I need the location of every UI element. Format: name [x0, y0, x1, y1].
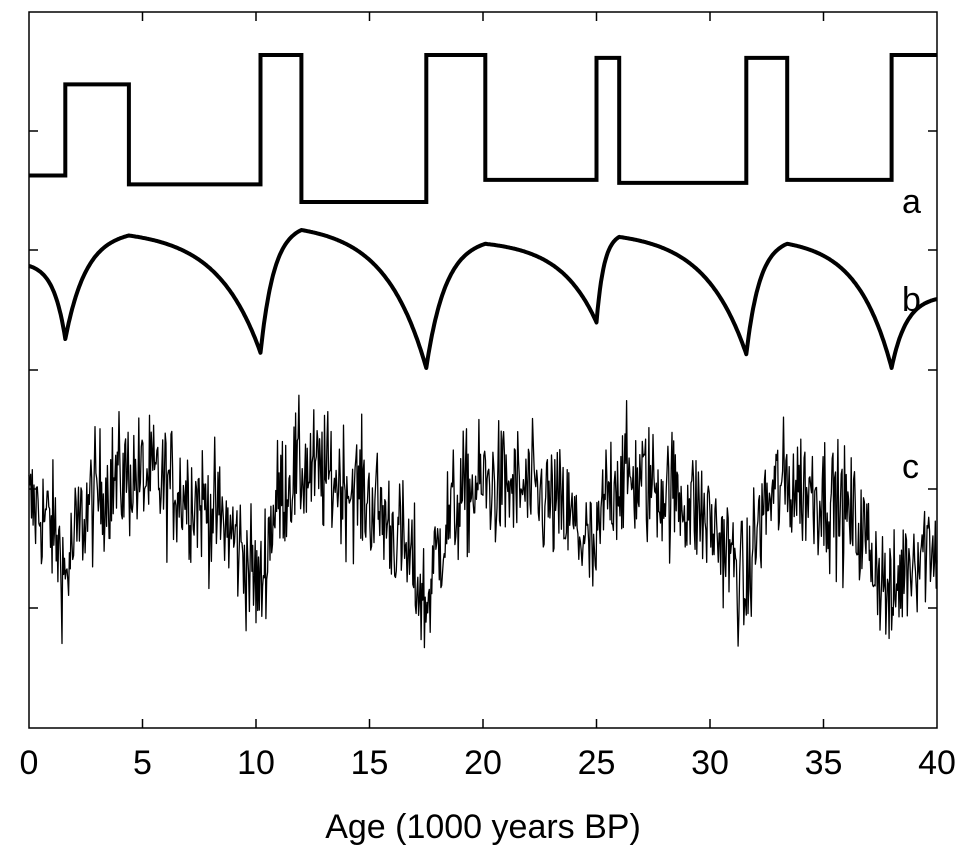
- x-ticks: [141, 12, 825, 728]
- x-axis-title: Age (1000 years BP): [325, 808, 641, 846]
- series-c-line: [28, 394, 938, 649]
- x-tick-label: 20: [464, 744, 502, 782]
- series-b-line: [28, 228, 938, 370]
- x-tick-label: 0: [20, 744, 39, 782]
- x-tick-label: 10: [237, 744, 275, 782]
- x-tick-labels: 0 5 10 15 20 25 30 35 40: [20, 744, 956, 782]
- y-ticks: [29, 130, 937, 609]
- plot-frame: [28, 11, 938, 729]
- x-tick-label: 40: [918, 744, 956, 782]
- series-a-line: [29, 53, 937, 204]
- x-tick-label: 30: [691, 744, 729, 782]
- x-tick-label: 15: [351, 744, 389, 782]
- x-tick-label: 35: [805, 744, 843, 782]
- panel-label-b: b: [902, 281, 921, 319]
- x-tick-label: 5: [133, 744, 152, 782]
- panel-label-c: c: [902, 448, 919, 486]
- x-tick-label: 25: [578, 744, 616, 782]
- panel-label-a: a: [902, 183, 921, 221]
